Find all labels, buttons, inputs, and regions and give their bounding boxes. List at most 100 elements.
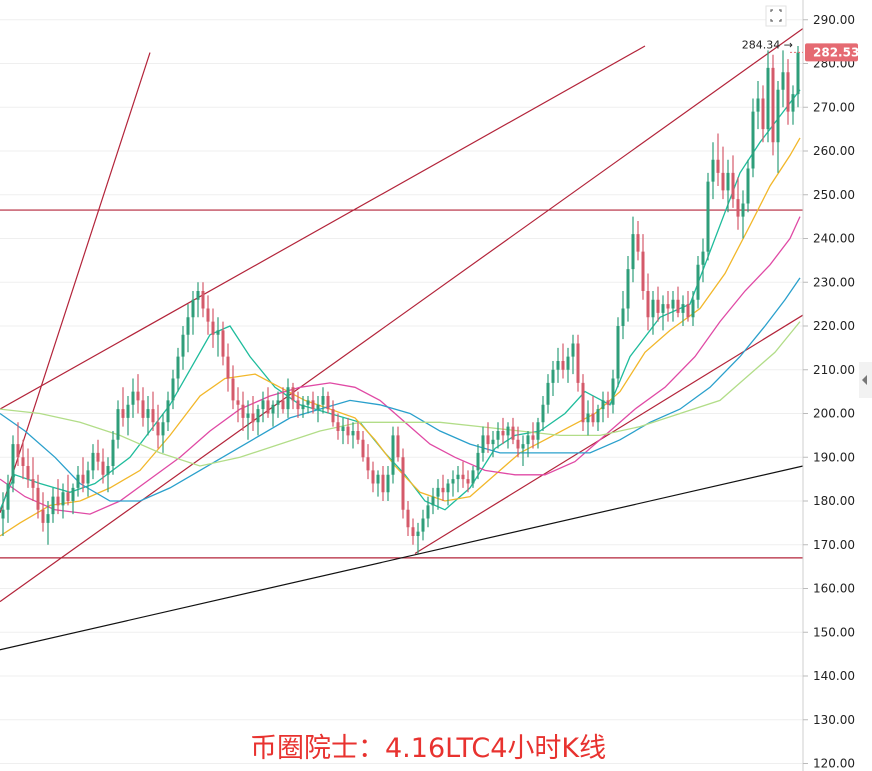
y-tick-label: 220.00 <box>813 319 855 333</box>
candle-body <box>331 409 335 423</box>
candle <box>476 444 480 480</box>
y-tick-label: 120.00 <box>813 757 855 771</box>
candle <box>116 400 120 449</box>
candle-body <box>21 457 25 466</box>
candle-body <box>706 181 710 252</box>
candle <box>356 422 360 445</box>
candle <box>311 391 315 414</box>
candle <box>11 435 15 493</box>
fullscreen-icon[interactable] <box>765 5 787 27</box>
candle-body <box>231 378 235 401</box>
candle <box>601 391 605 423</box>
candle-body <box>146 409 150 418</box>
candle <box>536 417 540 449</box>
candle-body <box>651 299 655 318</box>
candle-body <box>576 343 580 383</box>
candle <box>651 291 655 335</box>
candle-body <box>296 400 300 410</box>
candle <box>166 391 170 431</box>
candle <box>126 396 130 436</box>
candle <box>141 387 145 427</box>
candle-body <box>481 435 485 453</box>
candle <box>471 466 475 488</box>
candle <box>466 470 470 493</box>
collapse-arrow-icon[interactable] <box>859 362 872 398</box>
candle-body <box>591 413 595 423</box>
candle <box>701 238 705 283</box>
price-axis[interactable]: 120.00 130.00 140.00 150.00 160.00 170.00 180.… <box>803 13 855 771</box>
candle <box>101 448 105 484</box>
candle-body <box>716 159 720 173</box>
candle-body <box>656 299 660 313</box>
candle-body <box>551 369 555 383</box>
candle-body <box>11 444 15 484</box>
candle <box>666 291 670 322</box>
candle <box>231 365 235 410</box>
candle <box>526 431 530 458</box>
candle <box>606 391 610 418</box>
candle <box>391 426 395 484</box>
candle <box>261 391 265 423</box>
candle <box>111 431 115 475</box>
candle-body <box>161 422 165 436</box>
candle <box>156 404 160 449</box>
candle-body <box>286 387 290 410</box>
candle-body <box>511 426 515 440</box>
candle-body <box>516 439 520 449</box>
candle <box>196 282 200 318</box>
candle <box>26 448 30 488</box>
y-tick-label: 170.00 <box>813 538 855 552</box>
candle <box>646 273 650 331</box>
candle-body <box>221 330 225 357</box>
candle-body <box>106 466 110 475</box>
candle <box>456 466 460 493</box>
candle-body <box>216 330 220 335</box>
candle-body <box>691 299 695 318</box>
candle <box>771 54 775 156</box>
candle-body <box>6 483 10 510</box>
candle <box>776 81 780 173</box>
candle <box>671 291 675 322</box>
candle <box>681 295 685 326</box>
candle <box>541 396 545 431</box>
candle <box>416 522 420 554</box>
candle-body <box>356 431 360 440</box>
candle-body <box>796 52 800 95</box>
candle-body <box>536 422 540 440</box>
candle <box>86 461 90 497</box>
candle-body <box>386 474 390 493</box>
candle-body <box>126 404 130 418</box>
candle-body <box>116 409 120 440</box>
candle-body <box>321 396 325 405</box>
y-tick-label: 230.00 <box>813 275 855 289</box>
candle <box>446 479 450 506</box>
candle <box>326 391 330 414</box>
y-tick-label: 180.00 <box>813 494 855 508</box>
candle-body <box>421 518 425 532</box>
candle-body <box>326 396 330 410</box>
candles <box>1 46 800 554</box>
candle <box>31 457 35 501</box>
candle <box>791 85 795 125</box>
candle <box>741 190 745 239</box>
candle <box>501 417 505 445</box>
candle <box>711 142 715 200</box>
candle <box>431 487 435 515</box>
candle <box>286 378 290 418</box>
candle <box>1 492 5 536</box>
candle <box>351 422 355 449</box>
candle-body <box>301 404 305 410</box>
candle <box>726 159 730 213</box>
candle <box>321 387 325 414</box>
candle-body <box>506 426 510 436</box>
candle <box>56 479 60 515</box>
candle <box>16 422 20 466</box>
candle-body <box>596 409 600 423</box>
candle <box>796 46 800 108</box>
candle-body <box>111 439 115 466</box>
candle-body <box>26 466 30 480</box>
candle <box>61 483 65 519</box>
candle-body <box>31 479 35 488</box>
candle-body <box>91 452 95 471</box>
candle <box>226 343 230 392</box>
